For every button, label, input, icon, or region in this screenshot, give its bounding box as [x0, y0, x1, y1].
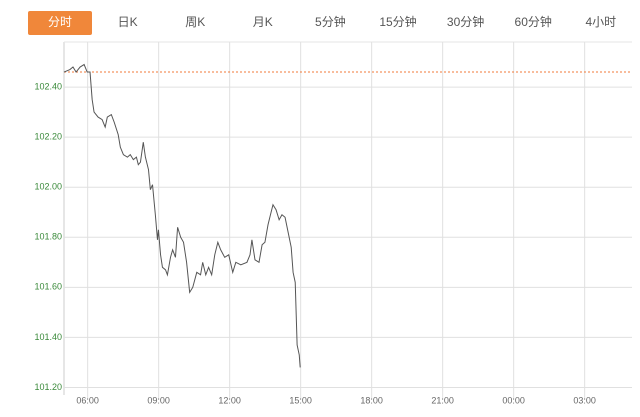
- y-tick-label: 101.40: [34, 332, 62, 342]
- y-tick-label: 101.20: [34, 382, 62, 392]
- x-tick-label: 09:00: [147, 395, 170, 405]
- tab[interactable]: 15分钟: [379, 14, 416, 29]
- price-line: [63, 63, 301, 368]
- tab[interactable]: 4小时: [585, 15, 616, 29]
- x-tick-label: 21:00: [431, 395, 454, 405]
- x-tick-label: 00:00: [502, 395, 525, 405]
- x-tick-label: 03:00: [573, 395, 596, 405]
- tab[interactable]: 周K: [185, 15, 205, 29]
- x-tick-label: 18:00: [360, 395, 383, 405]
- y-tick-label: 101.60: [34, 282, 62, 292]
- tab[interactable]: 分时: [48, 15, 72, 29]
- y-tick-label: 102.20: [34, 132, 62, 142]
- tab[interactable]: 日K: [118, 15, 138, 29]
- tab[interactable]: 30分钟: [447, 14, 484, 29]
- tab[interactable]: 月K: [253, 15, 273, 29]
- x-tick-label: 15:00: [289, 395, 312, 405]
- y-tick-label: 102.00: [34, 182, 62, 192]
- x-tick-label: 12:00: [218, 395, 241, 405]
- active-tab-bg[interactable]: [28, 11, 92, 35]
- tab[interactable]: 60分钟: [515, 14, 552, 29]
- tab[interactable]: 5分钟: [315, 14, 346, 29]
- y-tick-label: 102.40: [34, 81, 62, 91]
- plot-area: 101.20 101.40 101.60 101.80 102.00 102.20 102.…: [34, 41, 632, 405]
- y-tick-label: 101.80: [34, 232, 62, 242]
- tab-bar: 分时 日K 周K 月K 5分钟 15分钟 30分钟 60分钟 4小时: [28, 11, 616, 35]
- x-tick-label: 06:00: [76, 395, 99, 405]
